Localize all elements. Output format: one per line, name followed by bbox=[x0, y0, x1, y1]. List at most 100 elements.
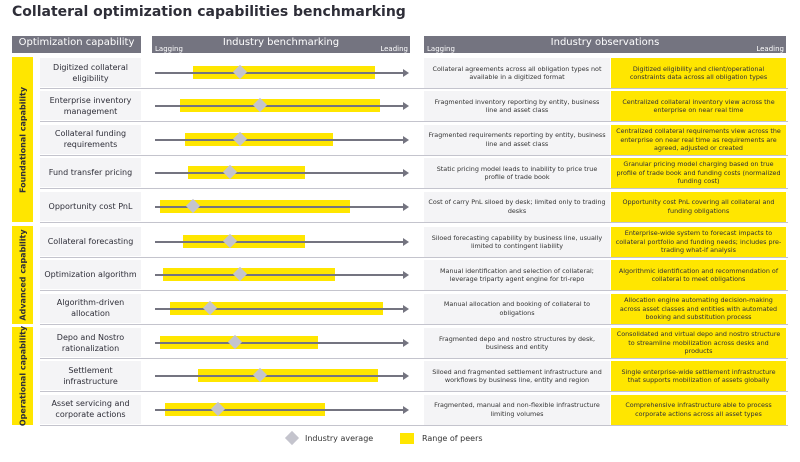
benchmark-track bbox=[152, 157, 410, 189]
benchmark-track bbox=[152, 57, 410, 89]
table-row: Fund transfer pricing Static pricing mod… bbox=[40, 157, 788, 190]
table-row: Asset servicing and corporate actions Fr… bbox=[40, 394, 788, 426]
leading-observation: Single enterprise-wide settlement infras… bbox=[611, 361, 786, 392]
benchmark-track bbox=[152, 124, 410, 156]
arrow-icon bbox=[403, 69, 409, 77]
leading-observation: Enterprise-wide system to forecast impac… bbox=[611, 227, 786, 257]
benchmark-track bbox=[152, 394, 410, 426]
header-observations: Industry observations Lagging Leading bbox=[424, 36, 786, 53]
capability-name: Enterprise inventory management bbox=[40, 91, 141, 121]
axis-line bbox=[155, 205, 405, 208]
capability-name: Collateral forecasting bbox=[40, 227, 141, 256]
leading-observation: Algorithmic identification and recommend… bbox=[611, 260, 786, 291]
arrow-icon bbox=[403, 271, 409, 280]
leading-observation: Comprehensive infrastructure able to pro… bbox=[611, 394, 786, 425]
axis-line bbox=[155, 342, 405, 344]
arrow-icon bbox=[403, 169, 409, 178]
table-row: Enterprise inventory management Fragment… bbox=[40, 90, 788, 123]
axis-line bbox=[155, 307, 405, 310]
arrow-icon bbox=[403, 405, 409, 414]
legend-average-label: Industry average bbox=[305, 433, 374, 443]
benchmark-track bbox=[152, 90, 410, 122]
capability-name: Digitized collateral eligibility bbox=[40, 58, 141, 87]
axis-line bbox=[155, 241, 405, 243]
capability-name: Asset servicing and corporate actions bbox=[40, 394, 141, 424]
table-row: Algorithm-driven allocation Manual alloc… bbox=[40, 293, 788, 325]
arrow-icon bbox=[403, 238, 409, 246]
capability-name: Settlement infrastructure bbox=[40, 361, 141, 391]
axis-line bbox=[155, 72, 405, 74]
header-capability-label: Optimization capability bbox=[18, 37, 135, 48]
leading-observation: Centralized collateral inventory view ac… bbox=[611, 91, 786, 122]
benchmark-track bbox=[152, 327, 410, 359]
leading-observation: Allocation engine automating decision-ma… bbox=[611, 293, 786, 324]
group-label-text: Advanced capability bbox=[18, 229, 27, 321]
group-label: Operational capability bbox=[12, 325, 33, 427]
table-row: Collateral forecasting Siloed forecastin… bbox=[40, 226, 788, 258]
leading-observation: Granular pricing model charging based on… bbox=[611, 158, 786, 189]
lagging-label: Lagging bbox=[155, 45, 183, 53]
leading-observation: Digitized eligibility and client/operati… bbox=[611, 58, 786, 88]
lagging-observation: Collateral agreements across all obligat… bbox=[424, 58, 610, 88]
benchmark-track bbox=[152, 191, 410, 223]
arrow-icon bbox=[403, 372, 409, 381]
lagging-observation: Fragmented requirements reporting by ent… bbox=[424, 124, 610, 155]
axis-line bbox=[155, 172, 405, 175]
benchmark-track bbox=[152, 293, 410, 325]
table-row: Depo and Nostro rationalization Fragment… bbox=[40, 327, 788, 359]
leading-observation: Centralized collateral requirements view… bbox=[611, 124, 786, 155]
capability-name: Optimization algorithm bbox=[40, 260, 141, 290]
lagging-label: Lagging bbox=[427, 45, 455, 53]
capability-name: Algorithm-driven allocation bbox=[40, 293, 141, 323]
legend-peers: Range of peers bbox=[400, 433, 483, 444]
table-row: Digitized collateral eligibility Collate… bbox=[40, 57, 788, 89]
arrow-icon bbox=[403, 339, 409, 347]
lagging-observation: Fragmented depo and nostro structures by… bbox=[424, 328, 610, 358]
arrow-icon bbox=[403, 202, 409, 211]
leading-observation: Consolidated and virtual depo and nostro… bbox=[611, 328, 786, 358]
header-benchmarking-label: Industry benchmarking bbox=[222, 37, 340, 48]
table-row: Optimization algorithm Manual identifica… bbox=[40, 259, 788, 292]
header-observations-label: Industry observations bbox=[550, 37, 660, 48]
capability-name: Fund transfer pricing bbox=[40, 158, 141, 188]
lagging-observation: Fragmented, manual and non-flexible infr… bbox=[424, 394, 610, 425]
header-benchmarking: Industry benchmarking Lagging Leading bbox=[152, 36, 410, 53]
lagging-observation: Siloed and fragmented settlement infrast… bbox=[424, 361, 610, 392]
group-label-text: Foundational capability bbox=[18, 86, 27, 193]
yellow-box-icon bbox=[400, 433, 414, 444]
leading-label: Leading bbox=[380, 45, 408, 53]
lagging-observation: Static pricing model leads to inability … bbox=[424, 158, 610, 189]
capability-name: Opportunity cost PnL bbox=[40, 191, 141, 221]
lagging-observation: Fragmented inventory reporting by entity… bbox=[424, 91, 610, 122]
arrow-icon bbox=[403, 304, 409, 313]
benchmark-track bbox=[152, 259, 410, 291]
capability-name: Collateral funding requirements bbox=[40, 124, 141, 154]
table-row: Settlement infrastructure Siloed and fra… bbox=[40, 360, 788, 393]
group-label: Foundational capability bbox=[12, 57, 33, 222]
group-label-text: Operational capability bbox=[18, 325, 27, 427]
axis-line bbox=[155, 105, 405, 108]
axis-line bbox=[155, 274, 405, 277]
legend-peers-label: Range of peers bbox=[422, 434, 483, 443]
group-label: Advanced capability bbox=[12, 226, 33, 325]
legend-average: Industry average bbox=[284, 430, 374, 446]
benchmark-track bbox=[152, 226, 410, 258]
diamond-icon bbox=[284, 430, 300, 446]
leading-observation: Opportunity cost PnL covering all collat… bbox=[611, 191, 786, 222]
header-capability: Optimization capability bbox=[12, 36, 141, 53]
axis-line bbox=[155, 408, 405, 411]
table-row: Collateral funding requirements Fragment… bbox=[40, 124, 788, 156]
benchmark-track bbox=[152, 360, 410, 392]
leading-label: Leading bbox=[756, 45, 784, 53]
axis-line bbox=[155, 375, 405, 378]
page-title: Collateral optimization capabilities ben… bbox=[12, 4, 406, 20]
axis-line bbox=[155, 138, 405, 141]
lagging-observation: Manual identification and selection of c… bbox=[424, 260, 610, 291]
lagging-observation: Manual allocation and booking of collate… bbox=[424, 293, 610, 324]
capability-name: Depo and Nostro rationalization bbox=[40, 328, 141, 357]
arrow-icon bbox=[403, 102, 409, 111]
table-row: Opportunity cost PnL Cost of carry PnL s… bbox=[40, 191, 788, 223]
lagging-observation: Siloed forecasting capability by busines… bbox=[424, 227, 610, 257]
lagging-observation: Cost of carry PnL siloed by desk; limite… bbox=[424, 191, 610, 222]
arrow-icon bbox=[403, 135, 409, 144]
